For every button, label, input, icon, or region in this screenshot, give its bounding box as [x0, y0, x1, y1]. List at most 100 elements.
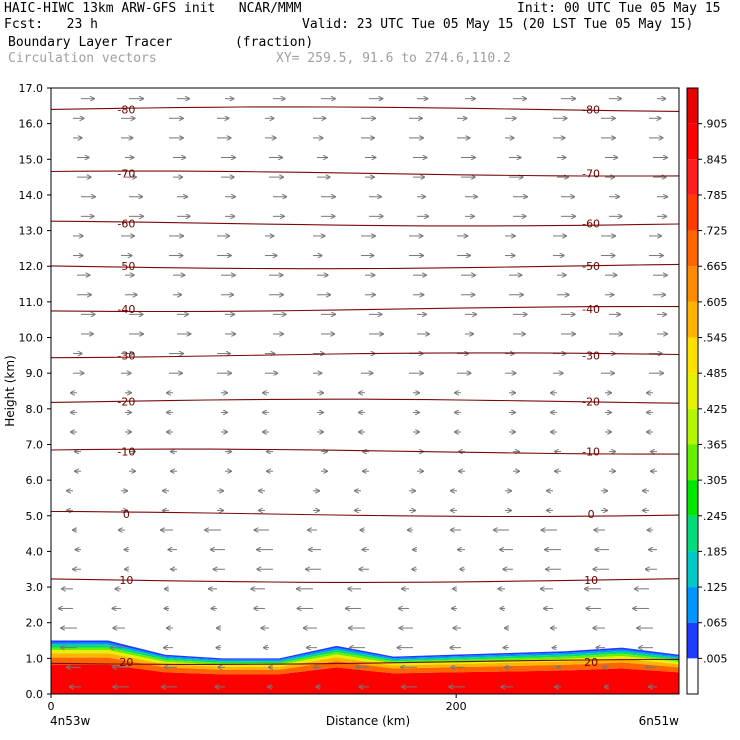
temperature-contour-label: -20 — [117, 396, 135, 409]
temperature-contour-label: -30 — [117, 349, 135, 362]
y-tick-label: 7.0 — [26, 438, 44, 451]
temperature-contour-line — [51, 448, 679, 455]
temperature-contour-line — [51, 510, 679, 518]
header-valid-time: Valid: 23 UTC Tue 05 May 15 (20 LST Tue … — [302, 17, 694, 32]
temperature-contour-label: 0 — [123, 508, 130, 521]
colorbar-swatch — [687, 266, 698, 302]
temperature-contour-line — [51, 352, 679, 359]
colorbar-label: .605 — [703, 296, 728, 309]
temperature-contour-label: -10 — [582, 446, 600, 459]
tracer-band — [51, 640, 679, 660]
temperature-contour-line — [51, 170, 679, 177]
colorbar-label: .425 — [703, 403, 728, 416]
colorbar-swatch — [687, 230, 698, 267]
y-tick-label: 6.0 — [26, 474, 44, 487]
temperature-contour-label: -70 — [582, 168, 600, 181]
colorbar-label: .305 — [703, 474, 728, 487]
tracer-band — [51, 650, 679, 667]
temperature-contour-label: 20 — [119, 656, 133, 669]
colorbar-swatch — [687, 658, 698, 694]
y-tick-label: 11.0 — [19, 296, 44, 309]
temperature-contour-label: -80 — [582, 103, 600, 116]
x-start-location: 4n53w — [50, 714, 91, 728]
tracer-band — [51, 653, 679, 670]
temperature-contour-label: 0 — [588, 508, 595, 521]
colorbar-swatch — [687, 515, 698, 552]
colorbar-swatch — [687, 123, 698, 160]
y-tick-label: 2.0 — [26, 617, 44, 630]
colorbar-swatch — [687, 159, 698, 195]
colorbar: .005 .065 .125 .185 .245 .305 .365 .425 .485 .545… — [686, 87, 728, 695]
temperature-contour-label: -60 — [117, 217, 135, 230]
colorbar-swatch — [687, 194, 698, 231]
y-tick-label: 14.0 — [19, 189, 44, 202]
temperature-contour-label: 10 — [119, 574, 133, 587]
header-init-time: Init: 00 UTC Tue 05 May 15 — [517, 1, 721, 16]
y-axis: 0.0 1.0 2.0 3.0 4.0 5.0 6.0 7.0 8.0 9.0 10.0 11.0 12… — [19, 82, 51, 701]
colorbar-label: .185 — [703, 545, 728, 558]
colorbar-swatch — [687, 551, 698, 588]
temperature-contour-label: -20 — [582, 396, 600, 409]
temperature-contour-label: 10 — [584, 574, 598, 587]
y-axis-title: Height (km) — [3, 355, 17, 426]
y-tick-label: 15.0 — [19, 153, 44, 166]
tracer-band — [51, 664, 679, 694]
colorbar-label: .845 — [703, 153, 728, 166]
tracer-band — [51, 657, 679, 675]
header-forecast: Fcst: 23 h — [4, 17, 98, 32]
temperature-contour-label: -50 — [117, 260, 135, 273]
x-axis: 0 200 — [48, 694, 467, 713]
y-tick-label: 10.0 — [19, 332, 44, 345]
x-tick-label: 200 — [446, 700, 467, 713]
colorbar-label: .485 — [703, 367, 728, 380]
plot-frame — [50, 87, 680, 695]
temperature-contour-line — [51, 220, 679, 227]
colorbar-swatch — [687, 622, 698, 659]
y-tick-label: 0.0 — [26, 688, 44, 701]
colorbar-label: .665 — [703, 260, 728, 273]
temperature-contour-label: -80 — [117, 103, 135, 116]
colorbar-label: .905 — [703, 118, 728, 131]
y-tick-label: 9.0 — [26, 367, 44, 380]
temperature-contour-label: -40 — [117, 303, 135, 316]
temperature-contour-label: -50 — [582, 260, 600, 273]
y-tick-label: 8.0 — [26, 403, 44, 416]
temperature-contour-label: -30 — [582, 349, 600, 362]
temperature-contour-line — [51, 305, 679, 313]
tracer-band — [51, 642, 679, 662]
temperature-contour-line — [51, 106, 679, 112]
x-tick-label: 0 — [48, 700, 55, 713]
colorbar-swatch — [687, 373, 698, 409]
y-tick-label: 5.0 — [26, 510, 44, 523]
cross-section-coords: XY= 259.5, 91.6 to 274.6,110.2 — [276, 51, 511, 66]
y-tick-label: 17.0 — [19, 82, 44, 95]
temperature-contour-label: -70 — [117, 168, 135, 181]
temperature-contours: -80 -80 -70 -70 -60 -60 -50 -50 -40 -40 -30 -30 -20 -… — [51, 103, 679, 669]
y-tick-label: 16.0 — [19, 118, 44, 131]
colorbar-label: .005 — [703, 652, 728, 665]
vector-title: Circulation vectors — [8, 51, 157, 66]
temperature-contour-line — [51, 398, 679, 404]
colorbar-swatch — [687, 444, 698, 481]
temperature-contour-label: -60 — [582, 217, 600, 230]
colorbar-label: .785 — [703, 189, 728, 202]
circulation-vectors — [59, 99, 667, 687]
colorbar-label: .545 — [703, 332, 728, 345]
y-tick-label: 13.0 — [19, 225, 44, 238]
temperature-contour-line — [51, 658, 679, 665]
colorbar-label: .365 — [703, 438, 728, 451]
colorbar-swatch — [687, 301, 698, 338]
colorbar-label: .125 — [703, 581, 728, 594]
colorbar-swatch — [687, 88, 698, 124]
y-tick-label: 3.0 — [26, 581, 44, 594]
colorbar-swatch — [687, 480, 698, 516]
temperature-contour-label: -10 — [117, 446, 135, 459]
colorbar-swatch — [687, 408, 698, 445]
x-end-location: 6n51w — [639, 714, 680, 728]
temperature-contour-label: -40 — [582, 303, 600, 316]
colorbar-label: .065 — [703, 617, 728, 630]
colorbar-swatch — [687, 587, 698, 623]
temperature-contour-line — [51, 578, 679, 583]
temperature-contour-label: 20 — [584, 656, 598, 669]
